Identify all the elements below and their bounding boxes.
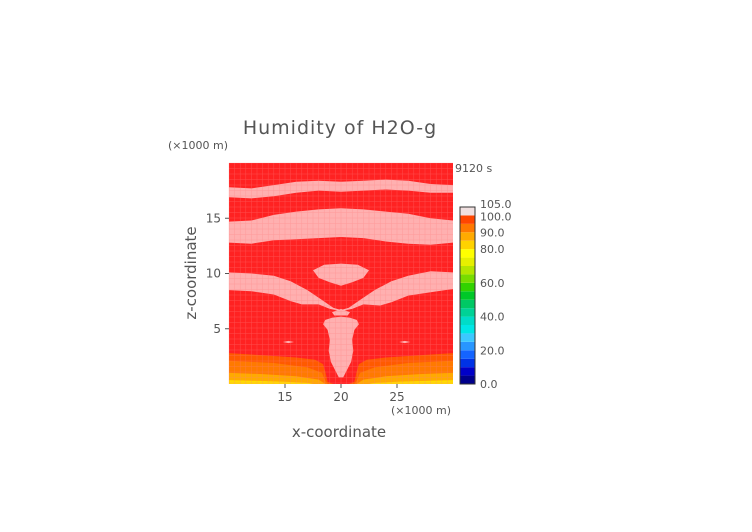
colorbar-swatch: [460, 223, 475, 233]
contour-region-level_80: [229, 380, 453, 384]
colorbar-swatch: [460, 207, 475, 216]
contour-region-supersaturated: [332, 308, 350, 316]
colorbar-swatch: [460, 240, 475, 250]
colorbar-label: 90.0: [480, 226, 505, 239]
colorbar-swatch: [460, 308, 475, 317]
contour-region-supersaturated: [229, 208, 453, 245]
x-axis: 15 20 25: [277, 384, 405, 404]
y-tick-label: 5: [213, 322, 221, 336]
contour-region-supersaturated: [229, 271, 453, 312]
colorbar-label: 80.0: [480, 243, 505, 256]
model-grid: [228, 162, 453, 384]
colorbar-swatch: [460, 375, 475, 384]
contour-region-supersaturated: [399, 340, 411, 344]
colorbar-swatch: [460, 358, 475, 368]
colorbar-label: 105.0: [480, 198, 512, 211]
colorbar-swatch: [460, 232, 475, 241]
contour-region-supersaturated: [323, 316, 359, 378]
colorbar-swatch: [460, 367, 475, 376]
colorbar-label: 0.0: [480, 378, 498, 391]
y-tick-label: 15: [206, 211, 221, 225]
colorbar-swatch: [460, 282, 475, 292]
colorbar-swatch: [460, 274, 475, 283]
contour-region-supersaturated: [313, 263, 369, 286]
colorbar-label: 60.0: [480, 277, 505, 290]
colorbar-swatch: [460, 257, 475, 266]
colorbar-swatch: [460, 341, 475, 351]
colorbar-swatch: [460, 325, 475, 334]
colorbar-swatch: [460, 299, 475, 309]
x-tick-label: 25: [389, 390, 404, 404]
time-label: 9120 s: [455, 162, 492, 175]
y-axis-label: z-coordinate: [182, 226, 200, 319]
colorbar-swatch: [460, 266, 475, 275]
colorbar-label: 20.0: [480, 344, 505, 357]
y-unit-label: (×1000 m): [168, 139, 228, 152]
x-unit-label: (×1000 m): [391, 404, 451, 417]
chart-title: Humidity of H2O-g: [243, 117, 437, 139]
x-axis-label: x-coordinate: [292, 423, 386, 441]
y-tick-label: 10: [206, 267, 221, 281]
colorbar-label: 100.0: [480, 210, 512, 223]
colorbar-swatch: [460, 291, 475, 300]
colorbar-swatch: [460, 333, 475, 342]
plot-area: [228, 162, 453, 384]
contour-region-supersaturated: [282, 340, 294, 344]
colorbar-swatch: [460, 350, 475, 359]
colorbar-swatch: [460, 316, 475, 325]
y-axis: 5 10 15: [206, 211, 229, 336]
contour-region-supersaturated: [229, 179, 453, 199]
x-tick-label: 20: [333, 390, 348, 404]
colorbar-swatch: [460, 249, 475, 258]
x-tick-label: 15: [277, 390, 292, 404]
colorbar-frame: [459, 206, 476, 385]
colorbar-swatch: [460, 215, 475, 224]
colorbar-label: 40.0: [480, 311, 505, 324]
contour-region-level_85: [229, 372, 453, 384]
